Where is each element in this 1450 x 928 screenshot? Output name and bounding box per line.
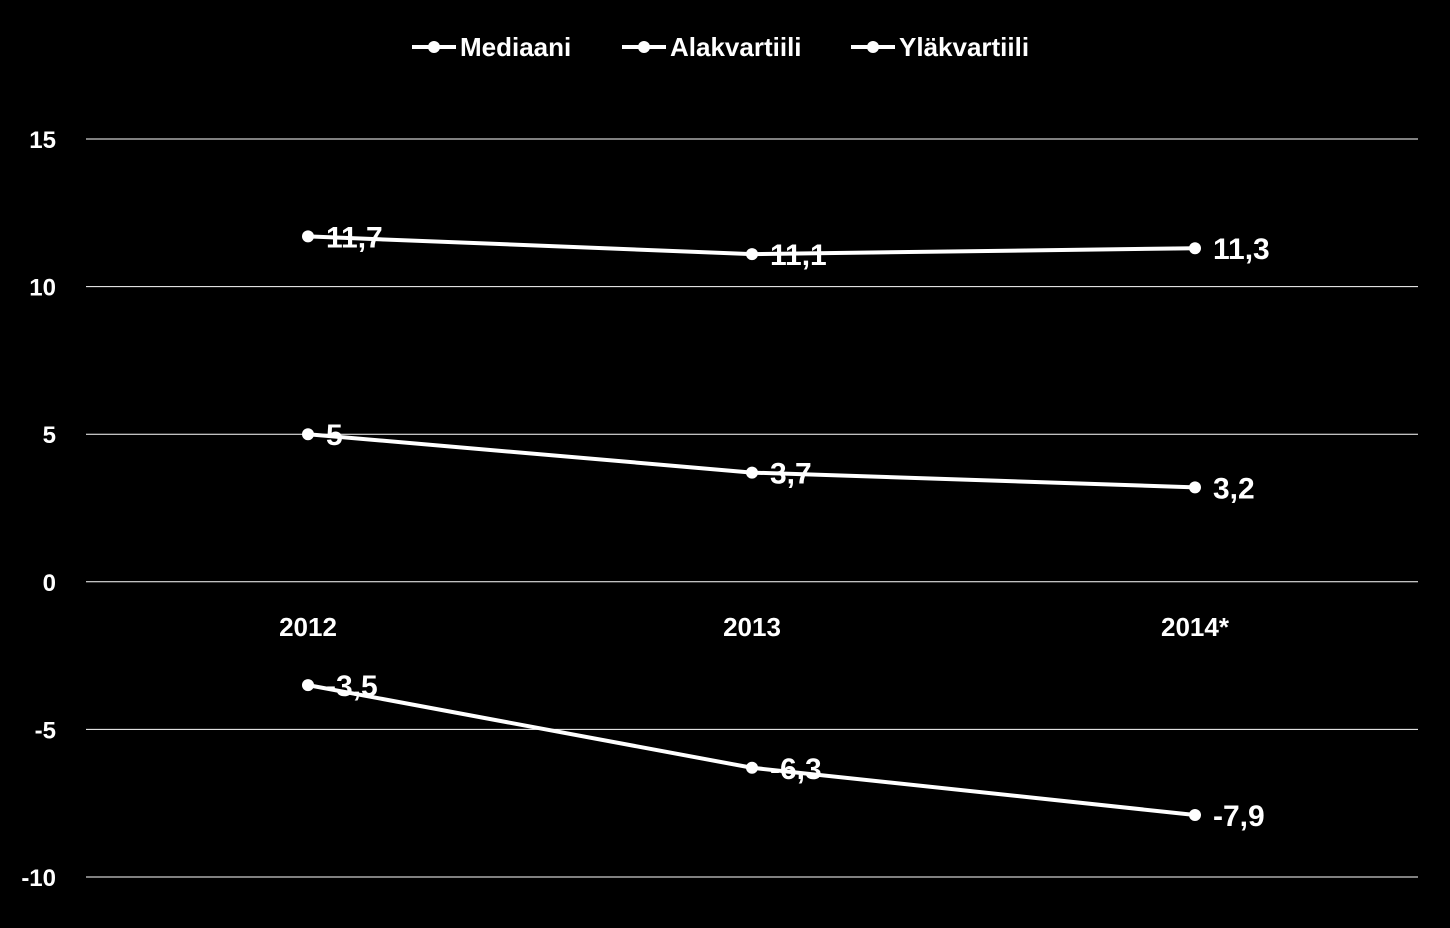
data-point [1189, 242, 1201, 255]
y-tick-label: -10 [21, 865, 56, 892]
y-tick-label: 15 [29, 127, 56, 154]
x-tick-label: 2013 [723, 612, 781, 642]
y-tick-label: -5 [35, 717, 56, 744]
legend-marker-icon [428, 41, 440, 53]
data-point [746, 761, 758, 774]
data-label: -6,3 [770, 753, 822, 786]
legend-marker-icon [867, 41, 879, 53]
series-line-alakvartiili [307, 683, 1196, 817]
data-label: 11,1 [770, 239, 827, 272]
legend-marker-icon [638, 41, 650, 53]
data-point [302, 230, 314, 243]
data-point [302, 679, 314, 692]
data-label: 3,7 [770, 458, 812, 491]
data-label: -7,9 [1213, 800, 1265, 833]
data-label: 11,7 [326, 221, 383, 254]
data-point [746, 248, 758, 261]
legend-label: Yläkvartiili [899, 32, 1029, 62]
x-tick-label: 2014* [1161, 612, 1230, 642]
legend-label: Mediaani [460, 32, 571, 62]
data-label: 3,2 [1213, 472, 1255, 505]
data-point [1189, 481, 1201, 494]
data-point [302, 428, 314, 441]
data-label: -3,5 [326, 670, 378, 703]
legend-label: Alakvartiili [670, 32, 802, 62]
series-line-mediaani [307, 432, 1196, 490]
y-tick-label: 0 [43, 570, 56, 597]
data-label: 11,3 [1213, 233, 1270, 266]
y-tick-label: 5 [43, 422, 56, 449]
y-tick-label: 10 [29, 275, 56, 302]
data-point [1189, 809, 1201, 822]
x-tick-label: 2012 [279, 612, 337, 642]
data-point [746, 466, 758, 479]
data-label: 5 [326, 419, 343, 452]
